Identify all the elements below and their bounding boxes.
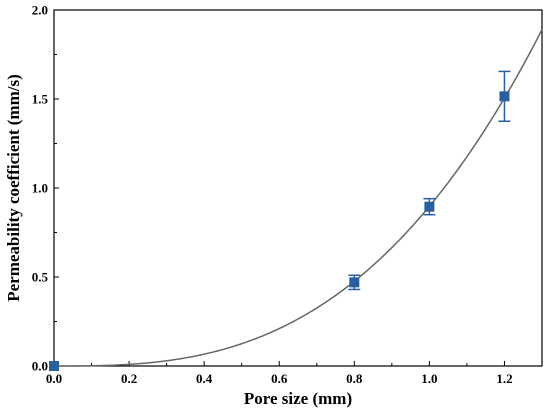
- x-tick-label: 0.0: [46, 371, 62, 386]
- y-tick-label: 0.0: [32, 359, 48, 374]
- y-tick-label: 2.0: [32, 3, 48, 18]
- x-tick-label: 0.6: [271, 371, 288, 386]
- y-axis-title: Permeability coefficient (mm/s): [4, 74, 23, 302]
- data-point: [424, 201, 435, 212]
- plot-frame: [53, 9, 543, 367]
- x-tick-label: 0.8: [346, 371, 363, 386]
- fit-curve: [54, 29, 543, 367]
- x-axis-title: Pore size (mm): [244, 389, 352, 408]
- y-tick-label: 1.0: [32, 181, 48, 196]
- x-tick-label: 0.4: [196, 371, 213, 386]
- data-point: [49, 361, 59, 371]
- x-tick-label: 1.2: [496, 371, 512, 386]
- y-tick-label: 0.5: [32, 270, 49, 285]
- x-tick-label: 0.2: [121, 371, 137, 386]
- data-points: [49, 70, 511, 371]
- data-point: [349, 277, 360, 288]
- y-axis: 0.0 0.5 1.0 1.5 2.0: [32, 3, 59, 374]
- x-axis: 0.0 0.2 0.4 0.6 0.8 1.0 1.2: [46, 361, 513, 386]
- y-tick-label: 1.5: [32, 92, 49, 107]
- x-tick-label: 1.0: [421, 371, 437, 386]
- data-point: [499, 91, 510, 102]
